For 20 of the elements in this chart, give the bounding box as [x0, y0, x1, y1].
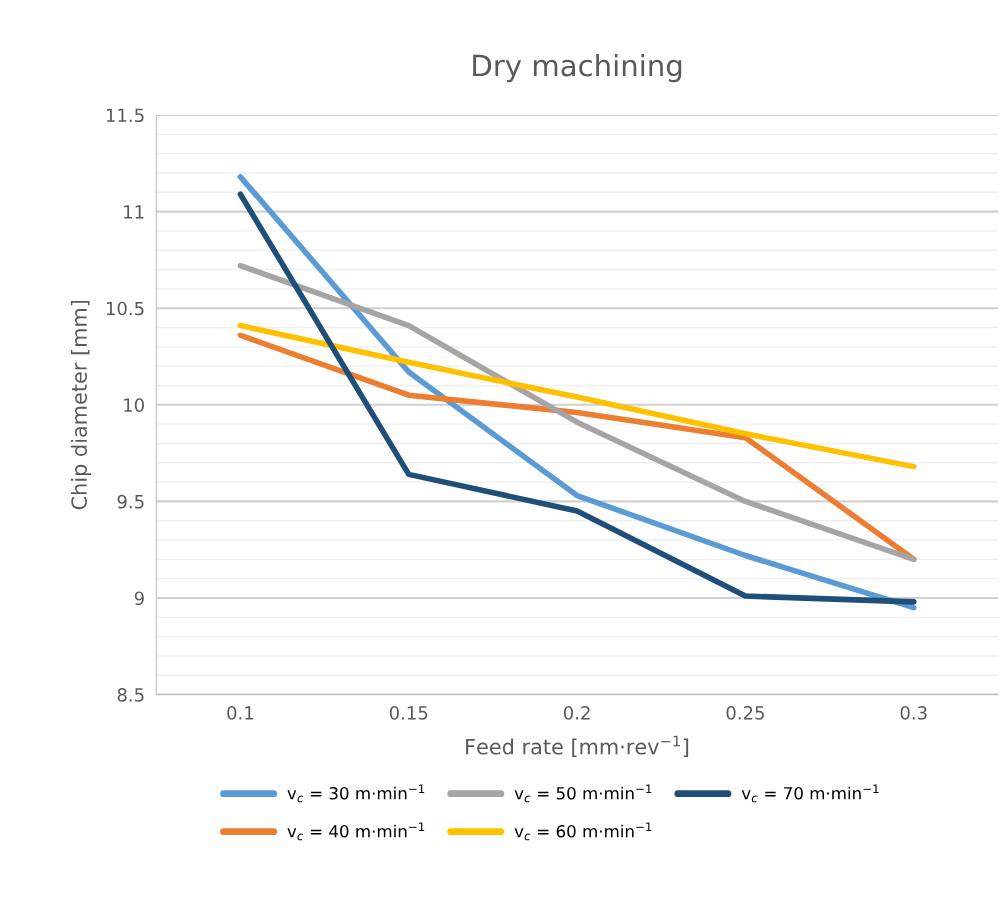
- legend-label: v$_{c}$ = 40 m·min$^{−1}$: [287, 822, 425, 841]
- y-axis-title: Chip diameter [mm]: [70, 300, 92, 510]
- legend-label: v$_{c}$ = 60 m·min$^{−1}$: [514, 822, 652, 841]
- y-tick-label: 10.5: [106, 301, 144, 316]
- x-tick-label: 0.15: [389, 706, 428, 720]
- y-tick-label: 9.5: [117, 494, 144, 509]
- legend-label: v$_{c}$ = 30 m·min$^{−1}$: [287, 784, 425, 803]
- x-tick-label: 0.25: [726, 706, 764, 720]
- x-axis-title: Feed rate [mm·rev$^{−1}$]: [466, 735, 689, 758]
- chart-title: Dry machining: [473, 53, 682, 83]
- y-tick-label: 8.5: [117, 688, 144, 702]
- x-tick-label: 0.1: [227, 706, 254, 720]
- y-tick-label: 9: [134, 591, 144, 606]
- x-tick-label: 0.3: [900, 706, 927, 720]
- y-tick-label: 11: [124, 205, 144, 219]
- y-tick-label: 11.5: [106, 108, 144, 123]
- legend-label: v$_{c}$ = 50 m·min$^{−1}$: [514, 784, 652, 803]
- x-tick-label: 0.2: [563, 706, 590, 720]
- y-tick-label: 10: [124, 398, 144, 412]
- legend-label: v$_{c}$ = 70 m·min$^{−1}$: [741, 784, 879, 803]
